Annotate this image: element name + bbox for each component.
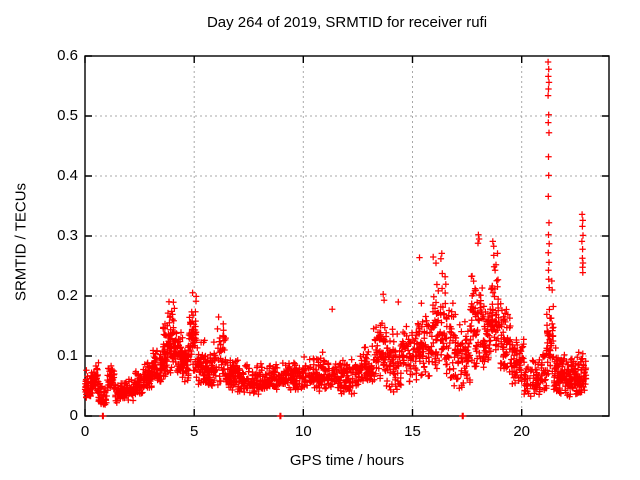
- x-tick-label: 20: [513, 423, 530, 440]
- y-tick-label: 0.6: [57, 47, 78, 64]
- y-tick-label: 0.3: [57, 227, 78, 244]
- x-tick-label: 15: [404, 423, 421, 440]
- y-tick-label: 0.4: [57, 167, 78, 184]
- y-tick-label: 0.2: [57, 287, 78, 304]
- x-axis-label: GPS time / hours: [289, 452, 405, 469]
- x-tick-label: 5: [189, 423, 199, 440]
- y-tick-label: 0.1: [57, 347, 78, 364]
- scatter-series: [81, 58, 590, 420]
- y-tick-label: 0: [69, 407, 78, 424]
- x-tick-label: 10: [294, 423, 312, 440]
- chart-title: Day 264 of 2019, SRMTID for receiver ruf…: [206, 14, 488, 31]
- gridlines: [85, 56, 609, 416]
- x-tick-label: 0: [80, 423, 90, 440]
- y-tick-label: 0.5: [57, 107, 78, 124]
- plot-frame: [84, 55, 610, 417]
